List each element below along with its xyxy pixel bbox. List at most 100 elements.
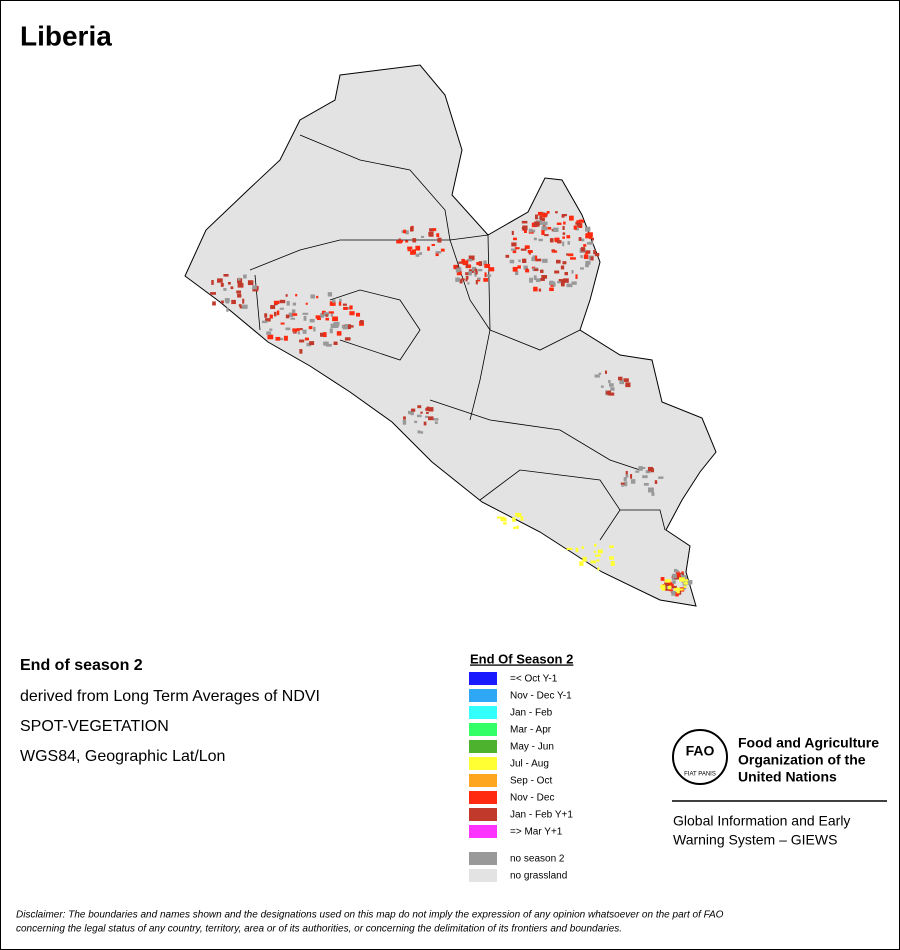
patch — [309, 318, 315, 323]
patch — [593, 250, 597, 255]
patch — [474, 268, 478, 272]
patch — [589, 236, 593, 240]
patch — [651, 492, 655, 496]
patch — [432, 228, 437, 232]
patch — [538, 288, 542, 292]
patch — [686, 580, 692, 585]
patch — [466, 258, 473, 262]
patch — [433, 418, 439, 421]
district-boundaries — [249, 134, 666, 541]
patch — [645, 470, 651, 474]
patch — [458, 261, 465, 264]
patch — [299, 349, 303, 354]
patch — [425, 415, 429, 418]
patch — [566, 547, 573, 550]
patch — [551, 249, 556, 252]
patch — [529, 277, 533, 283]
patch — [332, 299, 336, 303]
patch — [342, 326, 349, 330]
legend-label: Nov - Dec — [510, 793, 554, 804]
patch — [683, 582, 688, 585]
patch — [426, 411, 429, 414]
patch — [428, 416, 434, 421]
patch — [684, 579, 689, 582]
country-map — [184, 64, 717, 607]
patch — [465, 272, 469, 276]
patch — [554, 237, 559, 243]
patch — [474, 271, 477, 275]
patch — [411, 408, 416, 412]
patch — [598, 372, 602, 375]
patch — [511, 242, 517, 247]
patch — [554, 270, 560, 274]
patch — [563, 278, 569, 283]
patch — [238, 304, 242, 307]
patch — [673, 568, 678, 573]
patch — [410, 411, 414, 416]
patch — [623, 477, 627, 482]
patch — [467, 282, 470, 285]
patch — [405, 230, 409, 235]
patch — [514, 247, 520, 250]
patch — [488, 267, 495, 272]
patch — [325, 317, 329, 321]
patch — [264, 318, 271, 322]
patch — [594, 374, 600, 378]
patch — [280, 322, 285, 325]
patch — [635, 470, 640, 473]
patch — [275, 336, 281, 341]
patch — [427, 246, 430, 251]
patch — [273, 311, 277, 317]
patch — [343, 306, 348, 310]
patch — [285, 314, 290, 319]
patch — [643, 483, 649, 486]
patch — [308, 326, 313, 330]
patch — [420, 411, 423, 414]
patch — [269, 314, 273, 319]
patch — [468, 255, 475, 261]
patch — [403, 229, 407, 234]
patch — [227, 281, 231, 285]
info-heading: End of season 2 — [20, 657, 143, 674]
patch — [678, 588, 684, 591]
patch — [478, 261, 483, 267]
patch — [309, 341, 315, 346]
patch — [557, 281, 561, 284]
legend-swatch — [469, 672, 497, 685]
patch — [546, 211, 550, 214]
patch — [594, 252, 600, 257]
patch — [539, 278, 545, 281]
legend-swatch — [469, 740, 497, 753]
patch — [541, 275, 548, 279]
patch — [566, 253, 569, 256]
patch — [509, 259, 515, 264]
disclaimer: Disclaimer: The boundaries and names sho… — [16, 910, 724, 935]
patch — [563, 221, 566, 225]
patch — [285, 327, 291, 331]
patch — [674, 576, 680, 580]
patch — [417, 430, 421, 434]
patch — [242, 298, 245, 304]
patch — [333, 341, 338, 345]
patch — [306, 342, 312, 347]
patch — [330, 311, 333, 317]
patch — [576, 220, 581, 223]
patch — [550, 284, 555, 287]
patch — [402, 419, 407, 425]
patch — [322, 332, 327, 338]
patch — [332, 316, 338, 322]
patch — [583, 244, 587, 247]
patch — [484, 272, 487, 278]
patch — [675, 587, 680, 590]
patch — [315, 315, 322, 319]
patch — [578, 219, 584, 223]
patch — [608, 379, 611, 384]
patch — [538, 238, 543, 242]
patch — [236, 290, 242, 294]
patch — [558, 279, 564, 284]
patch — [474, 273, 477, 277]
patch — [486, 274, 492, 277]
disclaimer-line: concerning the legal status of any count… — [16, 924, 622, 935]
patch — [664, 579, 671, 583]
